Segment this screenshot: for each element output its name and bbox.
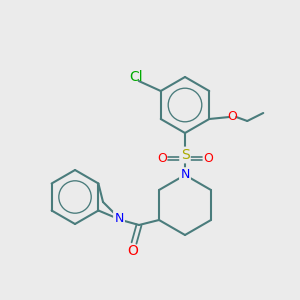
Text: O: O xyxy=(203,152,213,164)
Text: S: S xyxy=(181,148,189,162)
Text: N: N xyxy=(114,212,124,224)
Text: Cl: Cl xyxy=(129,70,142,84)
Text: N: N xyxy=(180,169,190,182)
Text: O: O xyxy=(227,110,237,124)
Text: O: O xyxy=(128,244,139,258)
Text: O: O xyxy=(157,152,167,164)
